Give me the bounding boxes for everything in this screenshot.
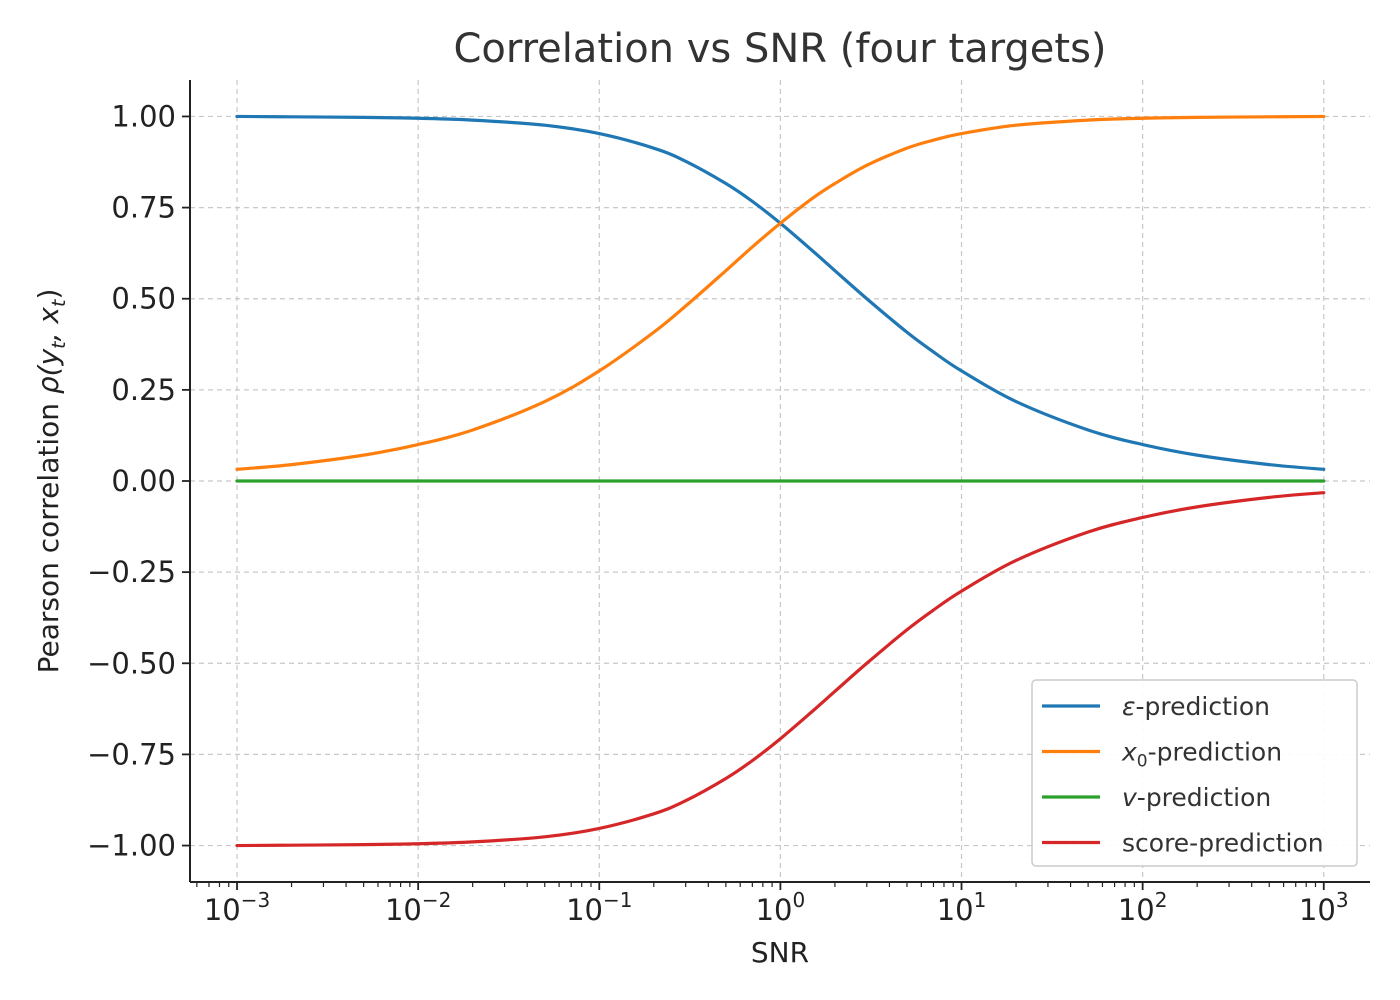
x-tick-label: 10−3: [204, 888, 270, 927]
x-tick-label: 101: [937, 888, 987, 927]
x-tick-label: 10−2: [385, 888, 451, 927]
legend-frame: [1031, 679, 1358, 867]
x-tick-label: 10−1: [566, 888, 632, 927]
y-tick-label: 0.00: [111, 464, 176, 498]
legend-label: score-prediction: [1122, 829, 1324, 858]
series-line-x0-prediction: [235, 114, 1326, 471]
y-tick-label: 1.00: [111, 99, 176, 133]
y-tick-label: 0.50: [111, 282, 176, 316]
series-line--prediction: [235, 114, 1326, 471]
x-tick-label: 103: [1299, 888, 1349, 927]
y-tick-label: −1.00: [87, 829, 176, 863]
y-tick-label: −0.25: [87, 555, 176, 589]
legend-label: ε-prediction: [1122, 692, 1270, 721]
legend-label: x0-prediction: [1121, 738, 1282, 772]
y-tick-label: −0.50: [87, 646, 176, 680]
chart-title: Correlation vs SNR (four targets): [453, 26, 1106, 72]
x-axis-label: SNR: [751, 936, 809, 969]
legend: ε-prediction x0-prediction v-prediction sco…: [1031, 679, 1358, 867]
series-line-score-prediction: [235, 491, 1326, 848]
legend-label: v-prediction: [1122, 783, 1271, 812]
y-tick-label: −0.75: [87, 737, 176, 771]
y-tick-label: 0.25: [111, 373, 176, 407]
x-tick-label: 102: [1118, 888, 1168, 927]
y-ticks: 1.00 0.75 0.50 0.25 0.00 −0.25 −0.50 −0.75 −1.00: [87, 99, 190, 863]
y-tick-label: 0.75: [111, 191, 176, 225]
x-ticks: 10−3 10−2 10−1 100 101 102 103: [196, 882, 1349, 927]
x-tick-label: 100: [756, 888, 806, 927]
y-axis-label: Pearson correlation ρ(yt, xt): [32, 289, 70, 674]
series-lines: [235, 114, 1326, 848]
